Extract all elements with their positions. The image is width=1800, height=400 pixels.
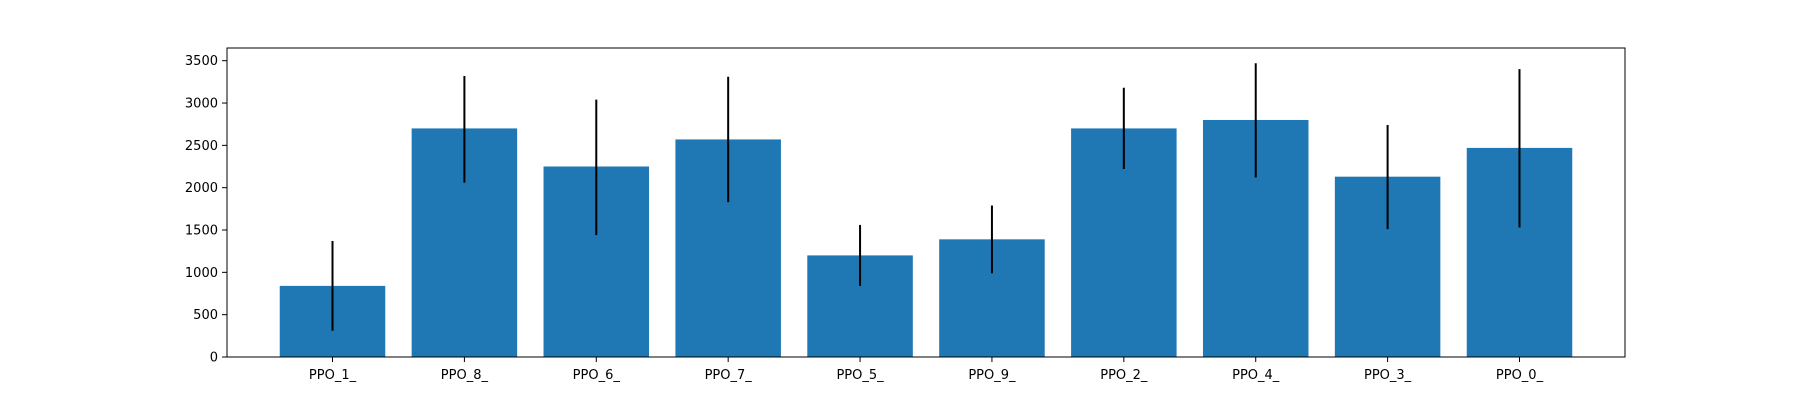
y-tick-label: 3000 (185, 97, 218, 112)
x-tick-label: PPO_6_ (573, 368, 621, 383)
y-tick-label: 0 (210, 351, 218, 366)
plot-frame (226, 47, 1626, 358)
x-tick-label: PPO_2_ (1100, 368, 1148, 383)
x-tick-label: PPO_3_ (1364, 368, 1412, 383)
x-tick-label: PPO_1_ (309, 368, 357, 383)
y-axis: 0 500 1000 1500 2000 2500 3000 3500 (185, 54, 227, 366)
y-tick-label: 2000 (185, 181, 218, 196)
x-axis: PPO_1_ PPO_8_ PPO_6_ PPO_7_ PPO_5_ PPO_9_ PPO_… (309, 357, 1544, 383)
y-tick-label: 500 (193, 308, 218, 323)
y-tick-label: 2500 (185, 139, 218, 154)
x-tick-label: PPO_4_ (1232, 368, 1280, 383)
y-tick-label: 1500 (185, 224, 218, 239)
x-tick-label: PPO_8_ (441, 368, 489, 383)
x-tick-label: PPO_0_ (1496, 368, 1544, 383)
errorbars-layer (331, 63, 1521, 331)
x-tick-label: PPO_5_ (836, 368, 884, 383)
bars-layer (279, 119, 1573, 358)
x-tick-label: PPO_7_ (705, 368, 753, 383)
x-tick-label: PPO_9_ (968, 368, 1016, 383)
y-tick-label: 1000 (185, 266, 218, 281)
y-tick-label: 3500 (185, 54, 218, 69)
